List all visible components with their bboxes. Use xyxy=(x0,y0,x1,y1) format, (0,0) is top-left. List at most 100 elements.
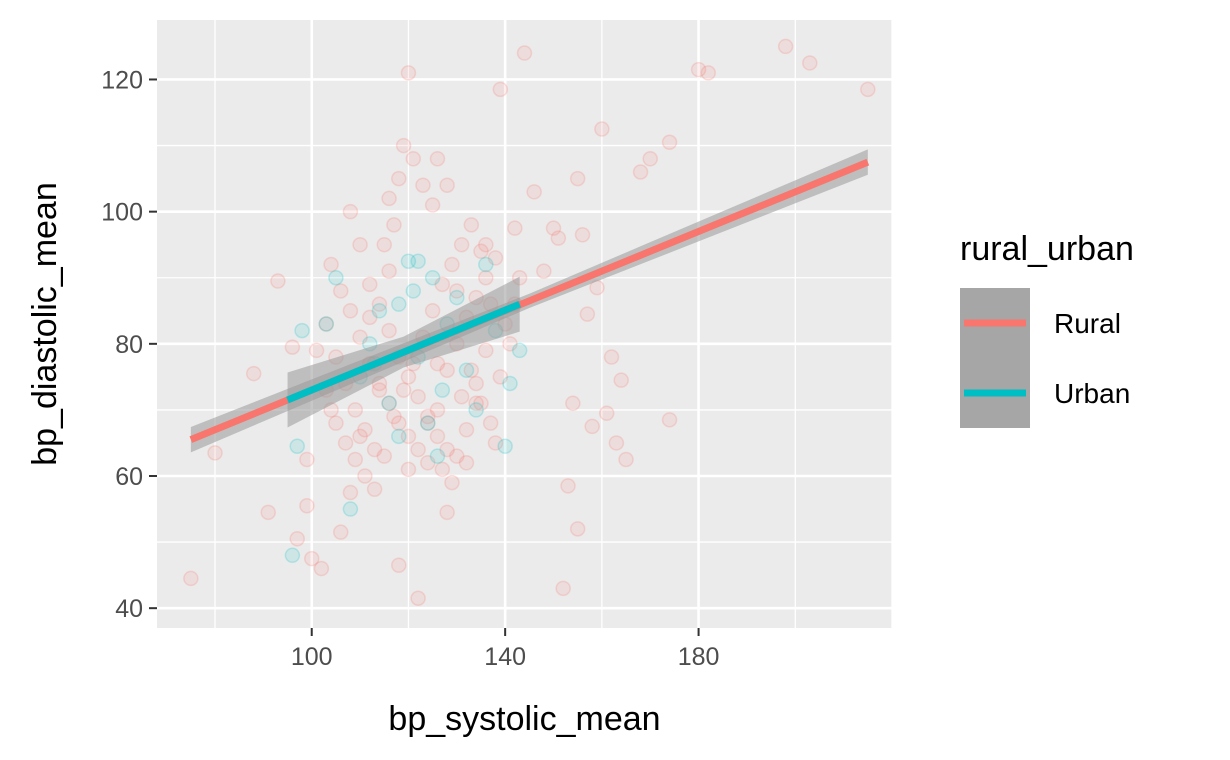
data-point-rural xyxy=(376,448,393,464)
data-point-rural xyxy=(342,203,359,220)
data-point-rural xyxy=(777,38,794,55)
data-point-rural xyxy=(420,455,436,471)
data-point-urban xyxy=(468,402,484,418)
data-point-rural xyxy=(299,497,315,514)
data-point-rural xyxy=(482,415,499,431)
data-point-rural xyxy=(453,388,470,405)
data-point-rural xyxy=(608,435,625,451)
data-point-rural xyxy=(308,342,325,359)
data-point-rural xyxy=(333,524,349,540)
data-point-rural xyxy=(420,408,436,425)
x-tick-label: 100 xyxy=(291,643,333,671)
data-point-rural xyxy=(700,65,716,81)
data-point-rural xyxy=(579,306,596,322)
data-point-rural xyxy=(328,415,344,431)
data-point-rural xyxy=(690,61,707,78)
data-point-rural xyxy=(598,405,615,421)
data-point-rural xyxy=(405,151,422,167)
data-point-rural xyxy=(366,441,383,458)
data-point-rural xyxy=(395,137,412,154)
data-point-rural xyxy=(487,250,504,266)
data-point-rural xyxy=(207,445,223,461)
legend-title: rural_urban xyxy=(960,230,1134,268)
data-point-rural xyxy=(381,395,397,412)
data-point-urban xyxy=(410,253,426,269)
data-point-rural xyxy=(299,451,315,468)
y-tick-label: 60 xyxy=(115,463,143,491)
data-point-rural xyxy=(444,256,460,273)
data-point-rural xyxy=(386,408,402,425)
data-point-rural xyxy=(569,170,586,187)
data-point-urban xyxy=(434,382,451,398)
data-point-rural xyxy=(478,342,494,359)
data-point-rural xyxy=(603,349,620,365)
data-point-rural xyxy=(584,418,600,435)
data-point-rural xyxy=(473,243,489,260)
data-point-rural xyxy=(802,55,818,71)
data-point-rural xyxy=(362,309,378,326)
data-point-rural xyxy=(439,504,455,521)
data-point-rural xyxy=(391,170,407,187)
data-point-urban xyxy=(478,256,494,273)
data-point-rural xyxy=(661,412,678,428)
data-point-rural xyxy=(347,451,364,468)
data-point-rural xyxy=(860,81,876,98)
data-point-rural xyxy=(569,521,586,537)
data-point-rural xyxy=(342,303,359,319)
data-point-rural xyxy=(594,121,610,137)
data-point-rural xyxy=(323,256,339,273)
data-point-rural xyxy=(507,220,523,236)
y-tick-label: 80 xyxy=(115,331,143,359)
data-point-urban xyxy=(381,395,397,412)
y-tick-label: 100 xyxy=(101,199,143,227)
data-point-rural xyxy=(632,164,649,180)
data-point-rural xyxy=(245,365,262,382)
fit-line-urban xyxy=(286,300,522,404)
data-point-urban xyxy=(342,501,359,517)
data-point-rural xyxy=(415,177,431,193)
data-point-rural xyxy=(424,197,441,213)
data-point-rural xyxy=(458,455,475,471)
data-point-rural xyxy=(439,441,455,458)
data-point-urban xyxy=(420,415,436,431)
data-point-rural xyxy=(337,435,354,451)
data-point-urban xyxy=(497,438,513,455)
data-point-urban xyxy=(449,289,465,306)
data-point-rural xyxy=(492,369,509,385)
data-point-rural xyxy=(386,217,402,233)
axes: 100 140 180 40 60 80 100 120 xyxy=(101,66,719,671)
y-tick-label: 40 xyxy=(115,595,143,623)
data-point-urban xyxy=(371,303,388,319)
data-point-rural xyxy=(362,276,378,293)
legend: rural_urban Rural Urban xyxy=(960,230,1134,428)
data-point-rural xyxy=(391,415,407,431)
panel-background xyxy=(157,20,892,628)
data-point-rural xyxy=(613,372,629,388)
data-point-rural xyxy=(449,283,465,299)
legend-label-rural: Rural xyxy=(1054,308,1121,339)
data-point-urban xyxy=(284,547,301,564)
data-point-rural xyxy=(342,484,359,501)
data-point-rural xyxy=(536,263,552,279)
data-point-rural xyxy=(313,560,330,577)
data-point-rural xyxy=(453,236,470,253)
data-point-rural xyxy=(347,402,364,418)
data-point-rural xyxy=(357,468,373,484)
x-tick-label: 180 xyxy=(678,643,720,671)
data-point-rural xyxy=(565,395,581,412)
data-point-rural xyxy=(555,580,571,597)
data-point-rural xyxy=(352,236,368,253)
data-point-rural xyxy=(574,227,591,243)
data-point-rural xyxy=(468,395,484,412)
data-point-rural xyxy=(434,276,451,293)
data-point-rural xyxy=(429,402,446,418)
data-point-rural xyxy=(429,428,446,445)
data-point-rural xyxy=(352,428,368,445)
data-point-rural xyxy=(260,504,276,521)
y-axis-title: bp_diastolic_mean xyxy=(26,182,64,466)
data-point-rural xyxy=(410,388,426,405)
data-point-rural xyxy=(270,273,286,289)
data-point-rural xyxy=(410,590,426,607)
data-point-urban xyxy=(458,362,475,379)
data-point-rural xyxy=(395,382,412,398)
